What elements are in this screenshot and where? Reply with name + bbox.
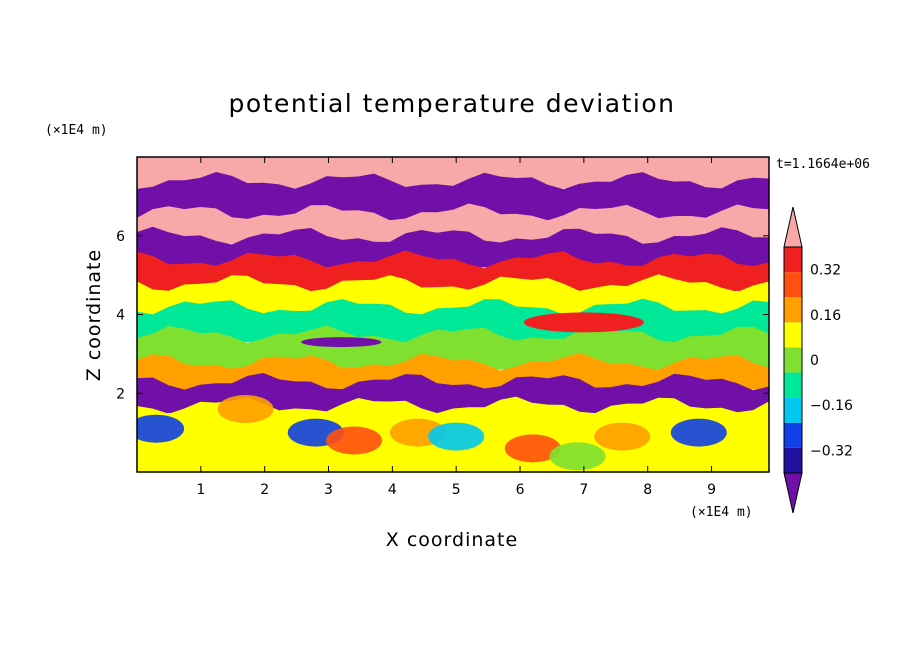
contour-eddy [549, 442, 605, 470]
colorbar-box [784, 272, 802, 297]
contour-field [128, 157, 769, 480]
chart-title: potential temperature deviation [229, 89, 676, 118]
y-axis-label: Z coordinate [83, 249, 105, 381]
y-tick-label: 6 [116, 229, 125, 245]
colorbar-label: 0.32 [810, 263, 841, 279]
contour-eddy [428, 423, 484, 451]
x-tick-label: 6 [516, 482, 525, 498]
x-tick-label: 2 [260, 482, 269, 498]
time-label: t=1.1664e+06 [776, 157, 870, 172]
contour-eddy [671, 419, 727, 447]
colorbar-box [784, 423, 802, 448]
contour-eddy [524, 312, 644, 332]
x-tick-label: 5 [452, 482, 461, 498]
colorbar: 0.32 0.16 0 −0.16 −0.32 [784, 207, 853, 513]
colorbar-box [784, 398, 802, 423]
x-unit-label: (×1E4 m) [690, 505, 753, 520]
contour-eddy [301, 337, 381, 347]
x-tick-label: 4 [388, 482, 397, 498]
x-tick-label: 1 [196, 482, 205, 498]
colorbar-box [784, 448, 802, 473]
colorbar-extend-low [784, 473, 802, 513]
colorbar-box [784, 347, 802, 372]
colorbar-label: 0 [810, 353, 819, 369]
colorbar-box [784, 247, 802, 272]
colorbar-box [784, 322, 802, 347]
colorbar-label: −0.16 [810, 398, 853, 414]
y-tick-label: 4 [116, 308, 125, 324]
x-tick-label: 3 [324, 482, 333, 498]
x-tick-label: 8 [643, 482, 652, 498]
x-tick-label: 7 [579, 482, 588, 498]
colorbar-label: −0.32 [810, 443, 853, 459]
colorbar-box [784, 373, 802, 398]
colorbar-label: 0.16 [810, 308, 841, 324]
y-tick-label: 2 [116, 386, 125, 402]
x-tick-label: 9 [707, 482, 716, 498]
x-axis-label: X coordinate [386, 529, 518, 551]
colorbar-extend-high [784, 207, 802, 247]
contour-eddy [218, 395, 274, 423]
colorbar-box [784, 297, 802, 322]
y-unit-label: (×1E4 m) [45, 123, 108, 138]
contour-eddy [594, 423, 650, 451]
contour-eddy [326, 427, 382, 455]
